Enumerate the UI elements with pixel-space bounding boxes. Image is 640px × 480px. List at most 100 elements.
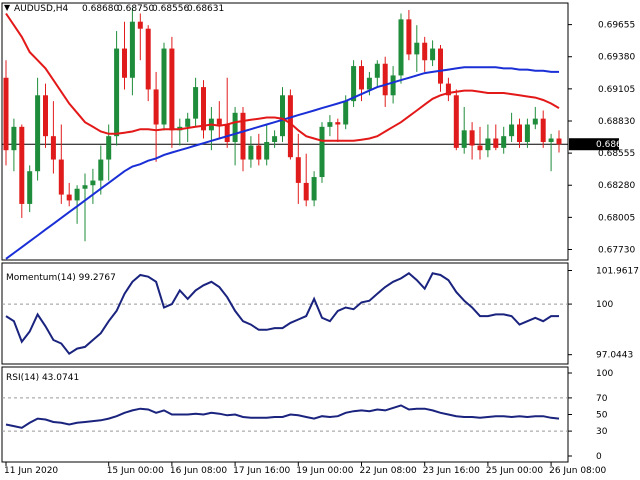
time-axis: 11 Jun 2020 15 Jun 00:00 16 Jun 08:00 17 Ju… (4, 462, 607, 476)
candle-body (201, 87, 206, 131)
candle-body (74, 188, 80, 201)
candle-body (145, 28, 151, 90)
candle-body (493, 138, 499, 148)
ohlc-low: 0.68556 (152, 4, 189, 14)
candle-body (438, 48, 443, 84)
candle-body (461, 130, 467, 148)
rsi-tick-label: 0 (596, 452, 602, 462)
candle-body (224, 124, 230, 143)
rsi-line (5, 404, 560, 429)
time-tick-label: 11 Jun 2020 (4, 466, 58, 476)
candle-body (303, 182, 309, 201)
momentum-tick-label: 101.9617 (596, 267, 639, 277)
candle-body (509, 124, 515, 137)
candle-body (382, 63, 388, 96)
candle-body (359, 66, 364, 90)
candle-body (129, 21, 135, 78)
ohlc-high: 0.68750 (117, 4, 154, 14)
candle-body (19, 126, 25, 204)
time-tick-label: 17 Jun 16:00 (233, 466, 290, 476)
rsi-panel: 100 70 50 30 0 (2, 369, 613, 462)
symbol-label: AUDUSD,H4 (14, 4, 69, 14)
price-tick-label: 0.68280 (598, 181, 635, 191)
panel-frame-2 (1, 366, 569, 463)
current-price-tag (569, 138, 619, 151)
momentum-line (5, 272, 559, 356)
candle-body (524, 124, 530, 143)
candle-body (169, 48, 175, 131)
panel-frames (1, 2, 569, 463)
candle-body (35, 95, 41, 172)
rsi-title: RSI(14) 43.0741 (6, 373, 79, 383)
candle-body (351, 66, 357, 102)
candle-body (122, 48, 127, 78)
candle-body (477, 145, 483, 151)
candle-body (295, 157, 301, 183)
price-tick-label: 0.68005 (598, 213, 635, 223)
candle-body (398, 19, 404, 76)
time-tick-label: 16 Jun 08:00 (170, 466, 227, 476)
price-tick-label: 0.67730 (598, 245, 635, 255)
candle-body (272, 136, 278, 143)
time-tick-label: 26 Jun 08:00 (549, 466, 606, 476)
price-tick-label: 0.69105 (598, 85, 635, 95)
panel-frame-0 (1, 2, 569, 261)
candle-body (532, 118, 538, 125)
time-tick-label: 19 Jun 00:00 (296, 466, 353, 476)
candle-body (374, 63, 380, 78)
candle-body (82, 185, 88, 189)
candle-body (390, 75, 396, 96)
candle-body (501, 136, 507, 148)
panel-frame-1 (1, 262, 569, 365)
rsi-tick-label: 50 (596, 411, 608, 421)
candle-body (430, 48, 436, 61)
candle-body (287, 95, 293, 158)
candle-body (27, 171, 33, 204)
candle-body (343, 101, 349, 125)
candle-body (422, 42, 428, 61)
candle-body (335, 122, 341, 125)
candle-body (280, 95, 285, 137)
time-tick-label: 25 Jun 00:00 (486, 466, 543, 476)
candle-body (366, 77, 372, 90)
candle-body (11, 126, 17, 151)
candle-body (256, 145, 262, 160)
candle-body (264, 142, 270, 160)
time-tick-label: 23 Jun 16:00 (423, 466, 480, 476)
ohlc-close: 0.68631 (187, 4, 224, 14)
time-tick-label: 15 Jun 00:00 (107, 466, 164, 476)
candle-body (540, 118, 546, 143)
candle-body (185, 118, 191, 127)
rsi-tick-label: 100 (596, 369, 613, 379)
candle-body (240, 112, 246, 160)
candle-body (311, 177, 317, 201)
current-price-label: 0.68631 (596, 140, 633, 150)
momentum-title: Momentum(14) 99.2767 (6, 273, 116, 283)
time-tick-label: 22 Jun 08:00 (360, 466, 417, 476)
candle-body (43, 95, 48, 137)
candle-body (469, 130, 475, 146)
price-tick-label: 0.68830 (598, 117, 635, 127)
ohlc-open: 0.68680 (82, 4, 119, 14)
candle-body (106, 136, 112, 160)
candle-body (319, 126, 325, 178)
candle-body (406, 19, 412, 55)
candle-body (90, 180, 96, 186)
momentum-tick-label: 100 (596, 300, 613, 310)
price-tick-label: 0.69655 (598, 21, 635, 31)
chart-dropdown-icon[interactable]: ▼ (4, 3, 11, 12)
candle-body (161, 48, 167, 125)
momentum-tick-label: 97.0443 (596, 351, 633, 361)
candle-body (248, 145, 254, 160)
price-tick-label: 0.69380 (598, 53, 635, 63)
price-axis: 0.69655 0.69380 0.69105 0.68830 0.68555 0.682… (568, 21, 635, 255)
candle-body (50, 136, 56, 160)
candle-body (232, 112, 238, 143)
candle-body (216, 118, 222, 125)
momentum-panel: 101.9617 100 97.0443 (2, 267, 639, 361)
ma-fast-line (5, 12, 560, 142)
rsi-tick-label: 30 (596, 427, 608, 437)
moving-averages (5, 12, 560, 260)
candle-body (517, 124, 522, 143)
